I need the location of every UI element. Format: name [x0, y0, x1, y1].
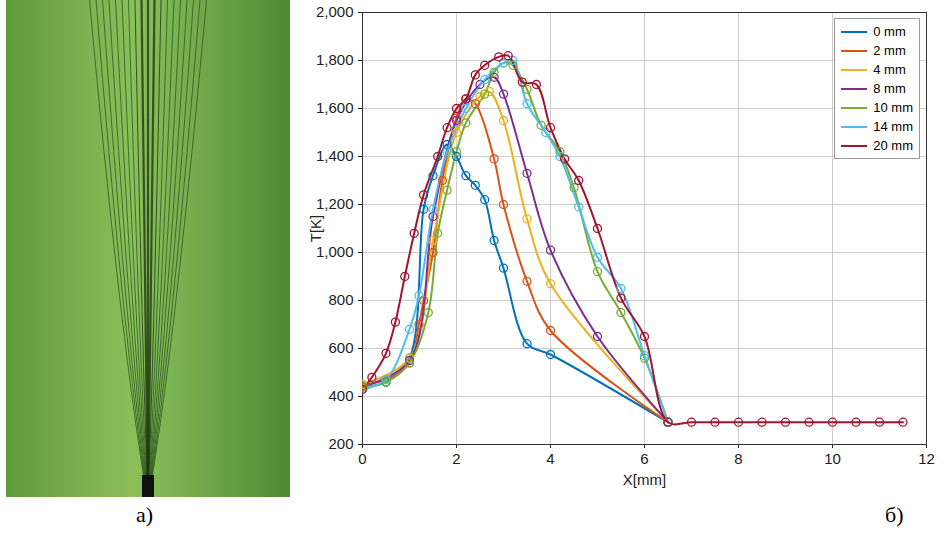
- svg-text:4: 4: [546, 450, 554, 467]
- html-text:10 mm: 10 mm: [873, 100, 913, 115]
- svg-text:200: 200: [328, 435, 353, 452]
- html-text:2 mm: 2 mm: [873, 43, 906, 58]
- html-text:8 mm: 8 mm: [873, 81, 906, 96]
- svg-text:X[mm]: X[mm]: [623, 471, 666, 488]
- svg-text:400: 400: [328, 387, 353, 404]
- svg-text:2: 2: [452, 450, 460, 467]
- html-text:14 mm: 14 mm: [873, 119, 913, 134]
- svg-text:1,200: 1,200: [316, 195, 354, 212]
- html-text:а): а): [136, 502, 154, 527]
- html-text:0 mm: 0 mm: [873, 24, 906, 39]
- html-text:б): б): [885, 502, 904, 527]
- svg-text:1,000: 1,000: [316, 243, 354, 260]
- svg-text:T[K]: T[K]: [307, 215, 324, 243]
- svg-text:800: 800: [328, 291, 353, 308]
- svg-text:8: 8: [734, 450, 742, 467]
- html-text:4 mm: 4 mm: [873, 62, 906, 77]
- svg-text:1,400: 1,400: [316, 147, 354, 164]
- svg-text:12: 12: [918, 450, 935, 467]
- svg-text:1,600: 1,600: [316, 99, 354, 116]
- svg-text:600: 600: [328, 339, 353, 356]
- html-text:20 mm: 20 mm: [873, 138, 913, 153]
- svg-text:0: 0: [358, 450, 366, 467]
- svg-text:2,000: 2,000: [316, 3, 354, 20]
- svg-text:6: 6: [640, 450, 648, 467]
- svg-text:10: 10: [824, 450, 841, 467]
- svg-text:1,800: 1,800: [316, 51, 354, 68]
